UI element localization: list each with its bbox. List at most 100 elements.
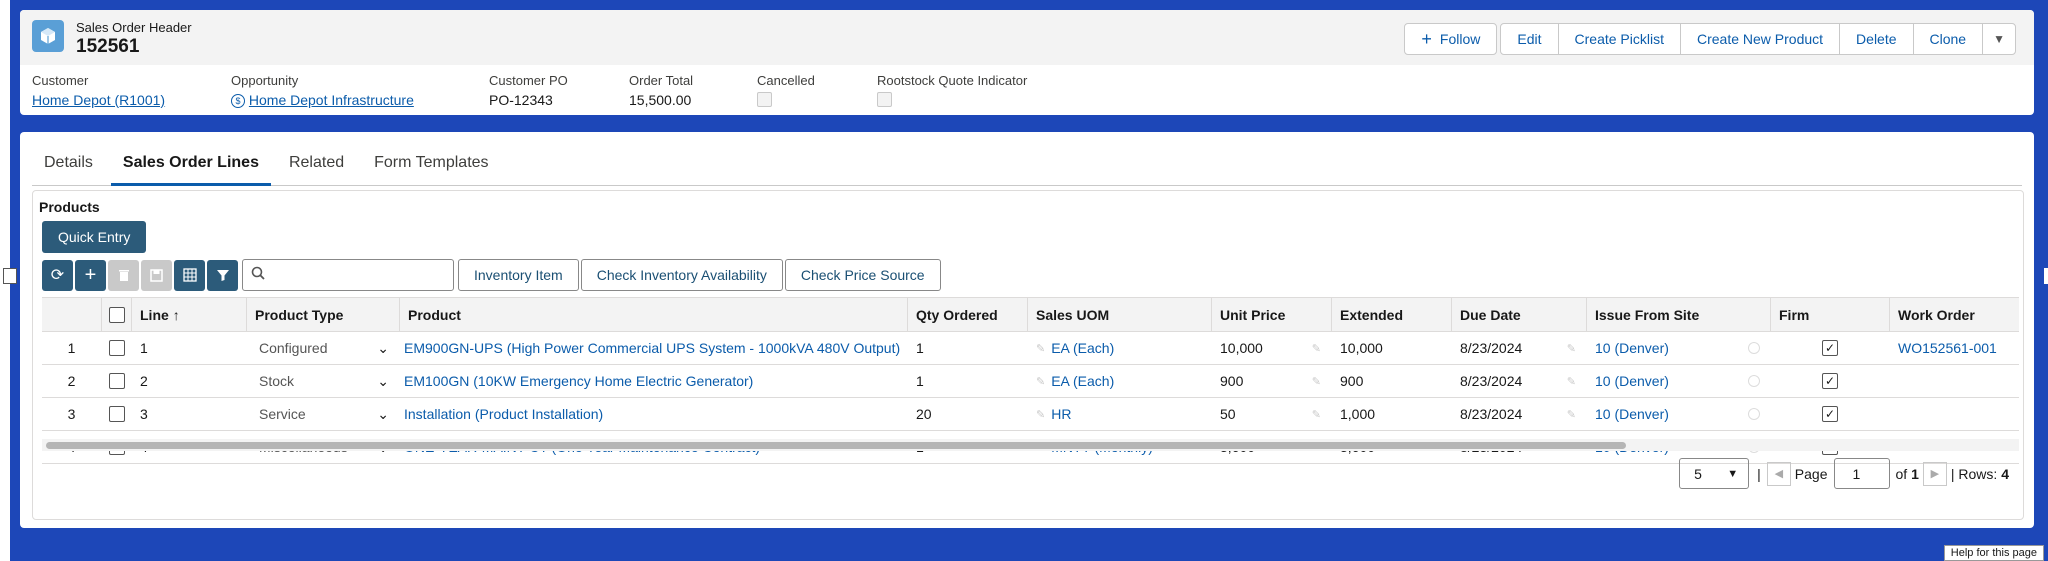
issue-from-site-cell[interactable]: 10 (Denver) (1587, 365, 1771, 397)
follow-button[interactable]: + Follow (1404, 23, 1498, 55)
qty-ordered-cell[interactable]: 1 (916, 373, 924, 389)
customer-po-value: PO-12343 (489, 92, 553, 108)
header-unit-price[interactable]: Unit Price (1212, 298, 1332, 331)
create-new-product-button[interactable]: Create New Product (1679, 23, 1841, 55)
header-product-type[interactable]: Product Type (247, 298, 400, 331)
chevron-down-icon[interactable]: ⌄ (377, 406, 389, 422)
refresh-icon[interactable]: ⟳ (42, 259, 73, 291)
more-actions-button[interactable]: ▼ (1982, 23, 2016, 55)
pencil-icon: ✎ (1311, 375, 1321, 388)
chevron-down-icon[interactable]: ⌄ (377, 340, 389, 356)
delete-button[interactable]: Delete (1839, 23, 1914, 55)
header-extended[interactable]: Extended (1332, 298, 1452, 331)
select-all-checkbox[interactable] (108, 306, 125, 323)
pencil-icon: ✎ (1311, 408, 1321, 421)
header-issue-from-site[interactable]: Issue From Site (1587, 298, 1771, 331)
highlight-cancelled: Cancelled (757, 73, 877, 108)
tab-form-templates[interactable]: Form Templates (374, 154, 489, 171)
product-type-cell[interactable]: Service ⌄ (247, 398, 400, 430)
sales-uom-link[interactable]: HR (1051, 406, 1072, 422)
issue-from-site-cell[interactable]: 10 (Denver) (1587, 398, 1771, 430)
work-order-link[interactable] (1890, 365, 2019, 397)
grid-search-input[interactable] (242, 259, 454, 291)
create-picklist-button[interactable]: Create Picklist (1557, 23, 1681, 55)
rows-count: 4 (2001, 465, 2009, 482)
sales-uom-cell[interactable]: ✎ EA (Each) (1028, 365, 1212, 397)
line-cell[interactable]: 3 (140, 406, 148, 422)
horizontal-scrollbar[interactable] (42, 439, 2019, 451)
firm-checkbox[interactable]: ✓ (1822, 373, 1838, 389)
header-work-order[interactable]: Work Order (1898, 306, 1975, 323)
due-date-cell[interactable]: 8/23/2024 ✎ (1452, 365, 1587, 397)
prev-page-icon[interactable]: ◀ (1766, 461, 1791, 486)
due-date-cell[interactable]: 8/23/2024 ✎ (1452, 332, 1587, 364)
issue-from-site-link[interactable]: 10 (Denver) (1595, 340, 1669, 356)
header-sales-uom[interactable]: Sales UOM (1028, 298, 1212, 331)
firm-checkbox[interactable]: ✓ (1822, 406, 1838, 422)
help-link[interactable]: Help for this page (1943, 545, 2044, 561)
page-size-select[interactable]: 5 ▼ (1679, 458, 1750, 489)
header-qty-ordered[interactable]: Qty Ordered (908, 298, 1028, 331)
product-link[interactable]: EM100GN (10KW Emergency Home Electric Ge… (404, 373, 754, 389)
sales-uom-link[interactable]: EA (Each) (1051, 340, 1115, 356)
issue-from-site-link[interactable]: 10 (Denver) (1595, 373, 1669, 389)
tab-related[interactable]: Related (288, 154, 345, 171)
product-link[interactable]: Installation (Product Installation) (404, 406, 604, 422)
unit-price-cell[interactable]: 50 ✎ (1212, 398, 1332, 430)
tab-sales-order-lines[interactable]: Sales Order Lines (110, 146, 271, 186)
rootstock-checkbox (877, 92, 892, 107)
tab-details[interactable]: Details (44, 154, 93, 171)
pager: 5 ▼ | ◀ Page 1 of 1 ▶ | Rows: 4 (1679, 458, 2009, 489)
product-type-cell[interactable]: Stock ⌄ (247, 365, 400, 397)
order-total-value: 15,500.00 (629, 92, 692, 108)
filter-icon[interactable] (207, 259, 238, 291)
row-select-checkbox[interactable] (108, 340, 125, 356)
search-icon (251, 266, 265, 283)
qty-ordered-cell[interactable]: 20 (916, 406, 932, 422)
record-title: 152561 (76, 36, 140, 57)
quick-entry-button[interactable]: Quick Entry (42, 221, 147, 253)
add-icon[interactable]: + (75, 259, 106, 291)
line-cell[interactable]: 2 (140, 373, 148, 389)
product-link[interactable]: EM900GN-UPS (High Power Commercial UPS S… (404, 340, 901, 356)
unit-price-cell[interactable]: 900 ✎ (1212, 365, 1332, 397)
check-price-source-button[interactable]: Check Price Source (784, 259, 941, 291)
header-firm[interactable]: Firm (1771, 298, 1890, 331)
firm-checkbox[interactable]: ✓ (1822, 340, 1838, 356)
next-page-icon[interactable]: ▶ (1922, 461, 1947, 486)
qty-ordered-cell[interactable]: 1 (916, 340, 924, 356)
row-select-checkbox[interactable] (108, 406, 125, 422)
edit-button[interactable]: Edit (1500, 23, 1559, 55)
issue-from-site-link[interactable]: 10 (Denver) (1595, 406, 1669, 422)
header-due-date[interactable]: Due Date (1452, 298, 1587, 331)
issue-from-site-cell[interactable]: 10 (Denver) (1587, 332, 1771, 364)
sales-uom-cell[interactable]: ✎ HR (1028, 398, 1212, 430)
unit-price-cell[interactable]: 10,000 ✎ (1212, 332, 1332, 364)
line-cell[interactable]: 1 (140, 340, 148, 356)
resize-handle[interactable] (3, 268, 17, 284)
columns-icon[interactable] (174, 259, 205, 291)
firm-cell: ✓ (1771, 332, 1890, 364)
product-type-cell[interactable]: Configured ⌄ (247, 332, 400, 364)
row-select-checkbox[interactable] (108, 373, 125, 389)
opportunity-link[interactable]: Home Depot Infrastructure (248, 92, 414, 108)
sales-uom-link[interactable]: EA (Each) (1051, 373, 1115, 389)
clone-button[interactable]: Clone (1912, 23, 1984, 55)
check-inventory-availability-button[interactable]: Check Inventory Availability (580, 259, 783, 291)
due-date-cell[interactable]: 8/23/2024 ✎ (1452, 398, 1587, 430)
table-row[interactable]: 1 1 Configured ⌄ EM900GN-UPS (High Power Com… (42, 332, 2019, 365)
inventory-item-button[interactable]: Inventory Item (458, 259, 579, 291)
chevron-down-icon[interactable]: ⌄ (377, 373, 389, 389)
work-order-link[interactable]: WO152561-001 (1898, 340, 1997, 356)
table-row[interactable]: 3 3 Service ⌄ Installation (Product Installa… (42, 398, 2019, 431)
pencil-icon: ✎ (1311, 342, 1321, 355)
sales-uom-cell[interactable]: ✎ EA (Each) (1028, 332, 1212, 364)
customer-link[interactable]: Home Depot (R1001) (32, 92, 166, 108)
scrollbar-thumb[interactable] (46, 442, 1626, 449)
page-number-input[interactable]: 1 (1833, 458, 1890, 489)
header-product[interactable]: Product (400, 298, 908, 331)
table-row[interactable]: 2 2 Stock ⌄ EM100GN (10KW Emergency Home Ele… (42, 365, 2019, 398)
work-order-link[interactable] (1890, 398, 2019, 430)
header-line[interactable]: Line ↑ (132, 298, 247, 331)
cancelled-checkbox (757, 92, 772, 107)
